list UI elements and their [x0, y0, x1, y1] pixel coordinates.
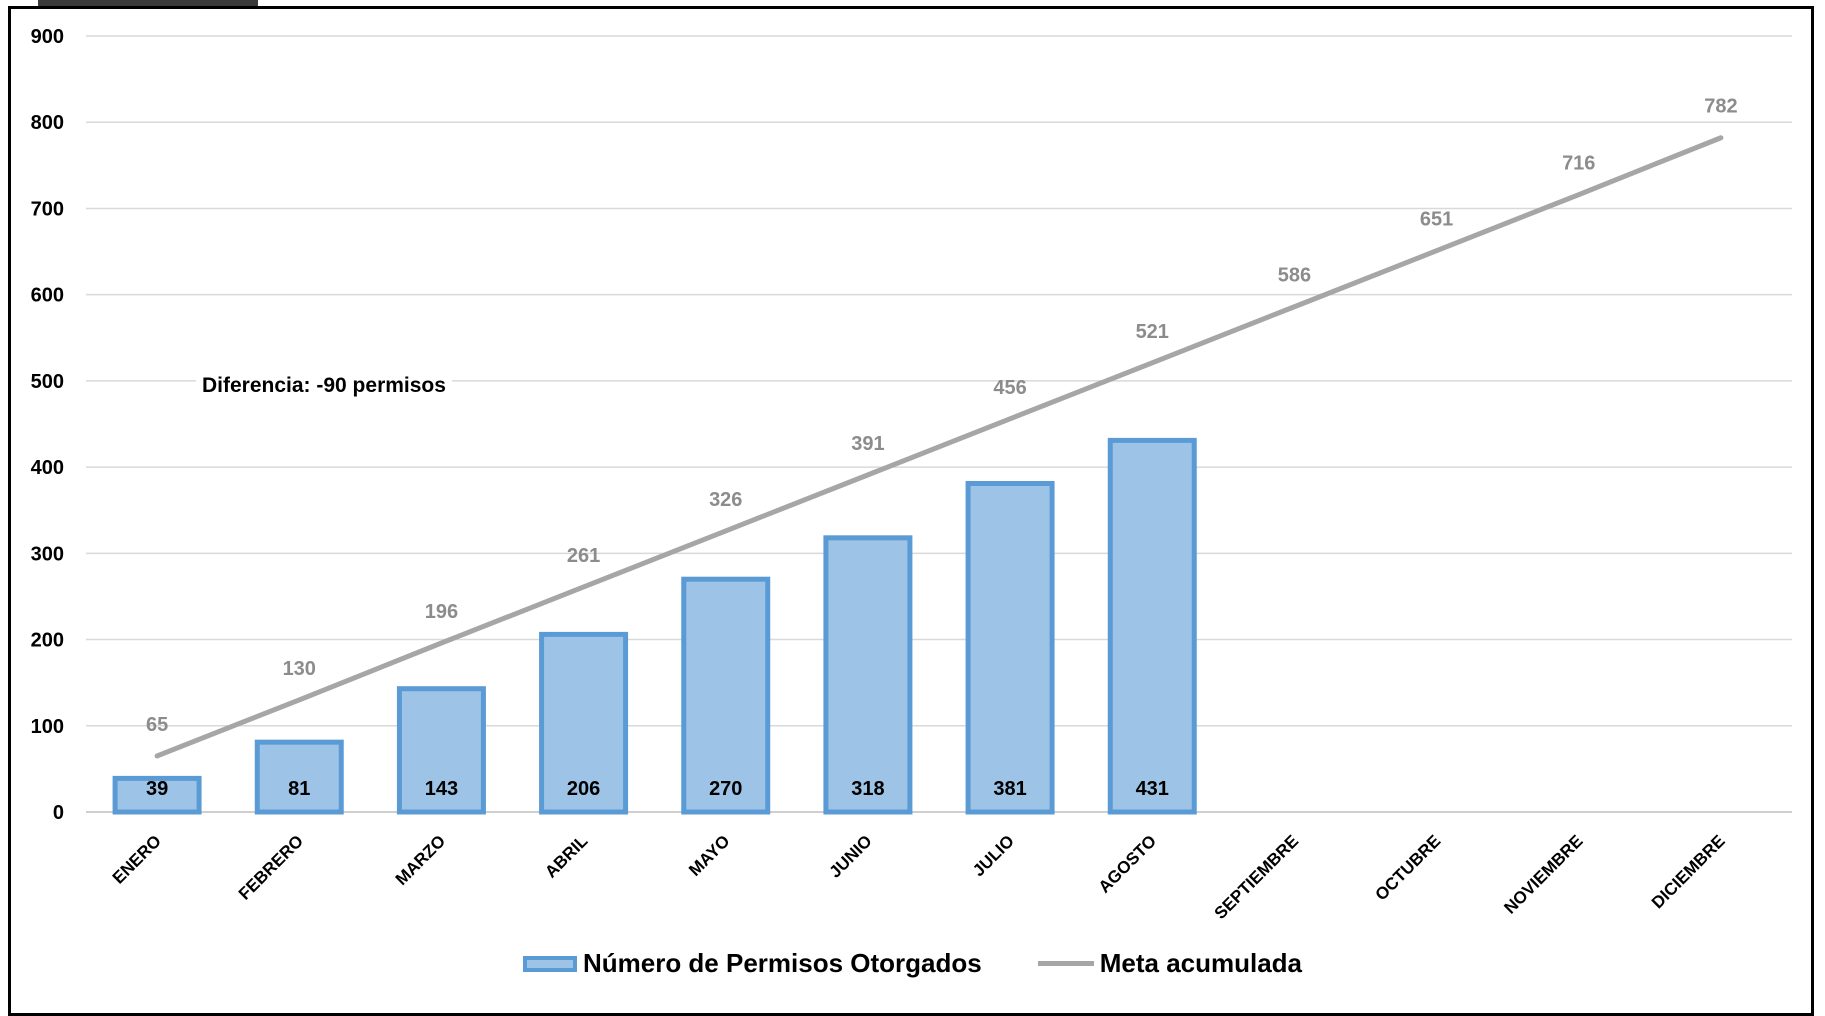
- y-tick-label: 700: [31, 198, 64, 220]
- goal-data-label: 521: [1136, 321, 1169, 343]
- legend-label-goal: Meta acumulada: [1099, 948, 1303, 978]
- bar: [1107, 437, 1197, 815]
- sheet-tab-strip: [38, 0, 258, 8]
- goal-data-label: 196: [425, 601, 458, 623]
- legend-bar-swatch: [522, 955, 577, 972]
- y-tick-label: 600: [31, 285, 64, 307]
- goal-data-label: 782: [1704, 96, 1737, 118]
- y-tick-label: 900: [31, 26, 64, 48]
- goal-data-label: 391: [851, 433, 884, 455]
- goal-data-label: 586: [1278, 265, 1311, 287]
- x-tick-label: ENERO: [109, 831, 165, 887]
- bar-data-label: 143: [425, 778, 458, 800]
- legend-item-goal: Meta acumulada: [1037, 948, 1303, 979]
- bar: [112, 775, 202, 815]
- x-tick-label: MAYO: [685, 831, 733, 879]
- chart-frame: [8, 6, 1814, 1016]
- x-tick-label: AGOSTO: [1095, 831, 1160, 896]
- bar-data-label: 39: [146, 778, 168, 800]
- bar-data-label: 81: [288, 778, 310, 800]
- legend: Número de Permisos Otorgados Meta acumul…: [0, 948, 1825, 979]
- bar: [396, 686, 486, 815]
- goal-line: [154, 135, 1724, 759]
- x-tick-label: ABRIL: [541, 831, 591, 881]
- y-tick-label: 400: [31, 457, 64, 479]
- x-tick-label: FEBRERO: [235, 831, 307, 903]
- bar: [823, 535, 913, 815]
- bar: [681, 576, 771, 815]
- x-tick-label: OCTUBRE: [1372, 831, 1445, 904]
- goal-data-label: 65: [146, 714, 168, 736]
- bar: [965, 480, 1055, 815]
- legend-item-permits: Número de Permisos Otorgados: [522, 948, 982, 979]
- legend-label-permits: Número de Permisos Otorgados: [582, 948, 982, 978]
- goal-data-label: 261: [567, 545, 600, 567]
- y-tick-label: 500: [31, 371, 64, 393]
- goal-data-label: 651: [1420, 209, 1453, 231]
- bar-data-label: 270: [709, 778, 742, 800]
- y-tick-label: 0: [53, 802, 64, 824]
- goal-data-label: 456: [993, 377, 1026, 399]
- y-tick-label: 200: [31, 630, 64, 652]
- bar-data-label: 431: [1136, 778, 1169, 800]
- x-tick-label: DICIEMBRE: [1648, 831, 1729, 912]
- legend-line-swatch: [1037, 961, 1094, 966]
- bar: [254, 739, 344, 815]
- x-tick-label: SEPTIEMBRE: [1211, 831, 1303, 923]
- goal-data-label: 326: [709, 489, 742, 511]
- y-tick-label: 800: [31, 112, 64, 134]
- y-tick-label: 300: [31, 543, 64, 565]
- x-tick-label: MARZO: [392, 831, 450, 889]
- bar-data-label: 206: [567, 778, 600, 800]
- goal-data-label: 130: [283, 658, 316, 680]
- y-tick-label: 100: [31, 716, 64, 738]
- x-tick-label: NOVIEMBRE: [1500, 831, 1586, 917]
- x-tick-label: JUNIO: [826, 831, 876, 881]
- bar: [539, 631, 629, 815]
- bar-data-label: 381: [993, 778, 1026, 800]
- difference-annotation: Diferencia: -90 permisos: [196, 372, 452, 400]
- x-tick-label: JULIO: [969, 831, 1018, 880]
- goal-data-label: 716: [1562, 153, 1595, 175]
- bar-data-label: 318: [851, 778, 884, 800]
